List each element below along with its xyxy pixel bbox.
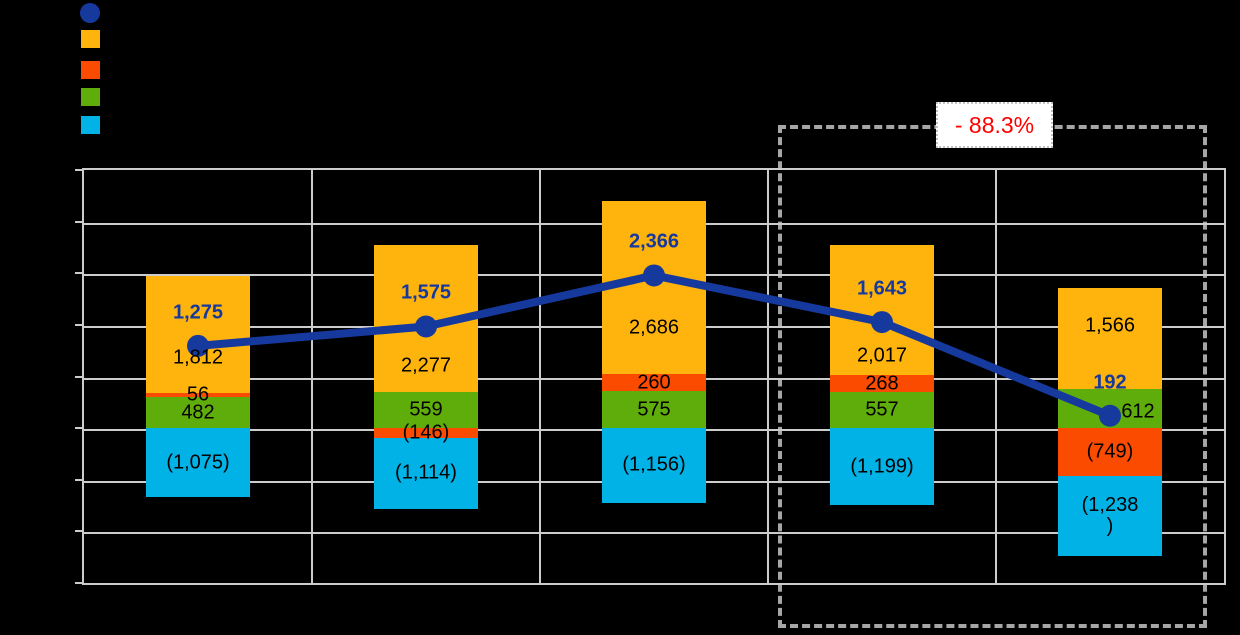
gridline-v [995, 170, 997, 583]
line-value-label: 2,366 [628, 230, 680, 253]
bar-value-label: 575 [637, 398, 671, 421]
axis-tick [75, 582, 82, 584]
bar-value-label: 482 [181, 401, 215, 424]
bar-value-label: 612 [1121, 400, 1155, 423]
bar-segment-cyan [830, 428, 934, 506]
line-series-marker [80, 3, 100, 23]
axis-tick [75, 375, 82, 378]
bar-segment-red [1058, 428, 1162, 477]
bar-value-label: 268 [865, 372, 899, 395]
change-annotation: - 88.3% [936, 102, 1053, 148]
axis-tick [75, 478, 82, 481]
bar-value-label: (1,114) [395, 461, 457, 484]
bar-segment-cyan [374, 437, 478, 510]
gridline-v [767, 170, 769, 583]
gridline-v [311, 170, 313, 583]
axis-tick [75, 169, 82, 171]
bar-value-label: 557 [865, 398, 899, 421]
bar-value-label: 559 [409, 398, 443, 421]
bar-value-label: 1,812 [172, 346, 224, 369]
bar-value-label: (749) [1086, 440, 1134, 463]
bar-value-label: 2,017 [856, 344, 908, 367]
bar-segment-cyan [1058, 476, 1162, 557]
axis-tick [75, 530, 82, 533]
bar-segment-amber [602, 200, 706, 375]
bar-value-label: 2,686 [628, 316, 680, 339]
axis-tick [75, 323, 82, 326]
bar-value-label: 1,566 [1084, 314, 1136, 337]
line-value-label: 192 [1093, 371, 1127, 394]
bar-value-label: (1,199) [850, 455, 914, 478]
red-series-marker [81, 61, 100, 79]
bar-segment-cyan [146, 428, 250, 498]
gridline-h [84, 532, 1224, 535]
line-value-label: 1,643 [856, 277, 908, 300]
axis-tick [75, 427, 82, 430]
line-value-label: 1,575 [400, 281, 452, 304]
cyan-series-marker [81, 116, 100, 134]
bar-value-label: 260 [637, 371, 671, 394]
green-series-marker [81, 88, 100, 106]
axis-tick [75, 272, 82, 275]
bar-value-label: (1,238 ) [1081, 494, 1139, 538]
bar-value-label: (1,156) [622, 453, 686, 476]
line-value-label: 1,275 [172, 301, 224, 324]
amber-series-marker [81, 30, 100, 48]
axis-tick [75, 220, 82, 223]
bar-segment-amber [146, 276, 250, 394]
change-annotation-text: - 88.3% [954, 111, 1035, 138]
bar-value-label: 56 [186, 383, 210, 406]
gridline-v [539, 170, 541, 583]
bar-value-label: (146) [402, 421, 450, 444]
bar-segment-cyan [602, 428, 706, 503]
bar-value-label: 2,277 [400, 354, 452, 377]
bar-value-label: (1,075) [166, 451, 230, 474]
bar-segment-red [374, 428, 478, 438]
